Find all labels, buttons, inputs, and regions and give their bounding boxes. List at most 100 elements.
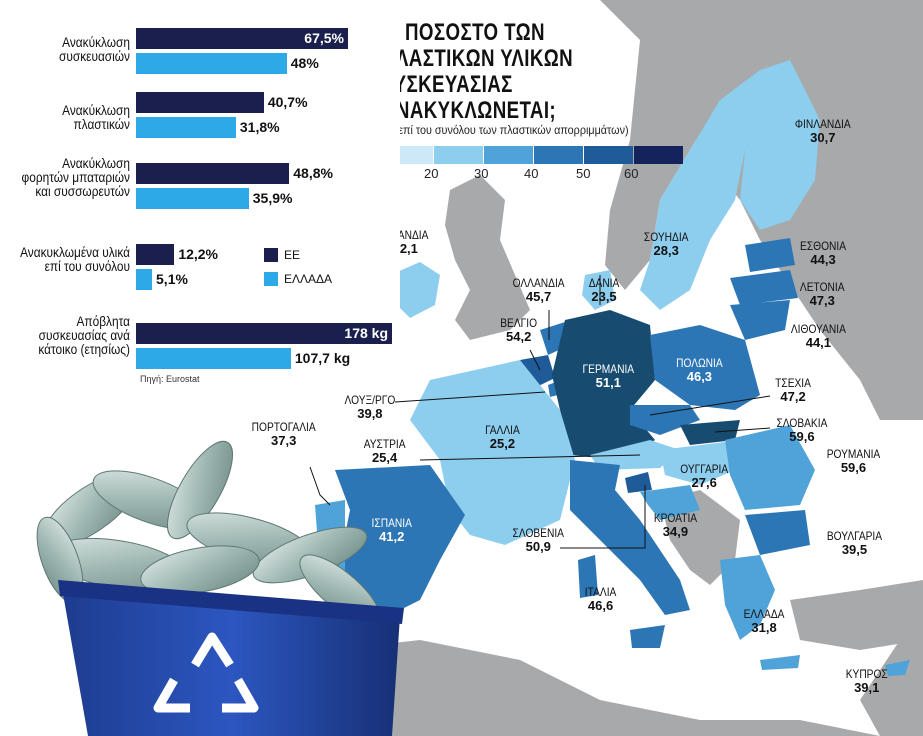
map-czechia [630,405,700,435]
country-value: 59,6 [789,429,815,444]
non-eu-land [600,0,923,736]
country-name: ΦΙΝΛΑΝΔΙΑ [794,117,851,131]
country-value: 23,5 [591,289,617,304]
map-spain [335,465,465,620]
legend-label-ee: ΕΕ [284,248,301,262]
country-value: 27,6 [691,475,717,490]
country-value: 44,1 [805,335,832,350]
country-value: 45,7 [525,289,552,304]
bar-ee-plastics [136,92,264,113]
map-denmark [582,270,615,310]
label-spain: ΙΣΠΑΝΙΑ 41,2 [368,516,415,544]
bar-value-label: 178 kg [344,325,388,341]
bar-gr-batteries [136,188,249,209]
label-greece: ΕΛΛΑΔΑ 31,8 [740,607,788,635]
scale-swatch [634,146,683,164]
country-name: ΒΟΥΛΓΑΡΙΑ [826,529,883,543]
country-name: ΛΕΤΟΝΙΑ [799,280,845,294]
bar-value-label: 31,8% [239,119,280,135]
country-name: ΓΕΡΜΑΝΙΑ [582,362,635,376]
label-cyprus: ΚΥΠΡΟΣ 39,1 [842,667,891,695]
leader-line-luxembourg [394,391,546,403]
recycle-icon [153,632,259,713]
country-name: ΟΥΓΓΑΡΙΑ [680,462,729,476]
country-name: ΠΟΛΩΝΙΑ [676,356,723,370]
bar-value-label: 40,7% [267,94,308,110]
map-title: ΤΙ ΠΟΣΟΣΤΟ ΤΩΝ ΠΛΑΣΤΙΚΩΝ ΥΛΙΚΩΝ ΣΥΣΚΕΥΑΣ… [382,19,574,124]
country-value: 44,3 [810,252,836,267]
scale-swatch [534,146,583,164]
map-cyprus [885,660,910,676]
label-hungary: ΟΥΓΓΑΡΙΑ 27,6 [676,462,732,490]
leader-line-slovakia [714,427,771,433]
country-name: ΕΣΘΟΝΙΑ [800,239,847,253]
bar-ee-recycled [136,244,175,265]
bottle [167,440,233,540]
label-denmark: ΔΑΝΙΑ 23,5 [586,276,622,304]
leader-line-belgium [529,349,541,371]
turkey-land [790,580,923,650]
map-crete [760,655,800,670]
bar-value-label: 107,7 kg [294,350,351,366]
bar-ee-waste [136,323,392,344]
map-hungary [660,442,735,485]
country-name: ΟΛΛΑΝΔΙΑ [512,276,565,290]
country-value: 37,3 [271,433,297,448]
bar-value-label: 35,9% [252,190,293,206]
country-value: 46,6 [587,598,614,613]
country-name: ΣΛΟΒΑΚΙΑ [776,416,828,430]
bar-category-label: Ανακύκλωση συσκευασιών [59,35,130,64]
label-germany: ΓΕΡΜΑΝΙΑ 51,1 [578,362,639,390]
label-bulgaria: ΒΟΥΛΓΑΡΙΑ 39,5 [822,529,887,557]
source-note: Πηγή: Eurostat [140,374,200,384]
scale-tick: 40 [524,166,539,181]
country-value: 54,2 [506,329,532,344]
bar-category-label: Απόβλητα συσκευασίας ανά κάτοικο (ετησίω… [38,314,130,357]
label-croatia: ΚΡΟΑΤΙΑ 34,9 [650,511,701,539]
map-croatia [640,485,700,520]
country-value: 47,2 [780,389,806,404]
label-estonia: ΕΣΘΟΝΙΑ 44,3 [796,239,850,267]
country-value: 25,2 [489,436,516,451]
country-name: ΡΟΥΜΑΝΙΑ [826,447,881,461]
label-belgium: ΒΕΛΓΙΟ 54,2 [497,316,540,344]
country-name: ΛΙΘΟΥΑΝΙΑ [790,322,846,336]
label-austria: ΑΥΣΤΡΙΑ 25,4 [360,437,409,465]
label-slovenia: ΣΛΟΒΕΝΙΑ 50,9 [508,526,569,554]
bar-ee-packaging [136,28,348,49]
bar-gr-recycled [136,269,152,290]
legend-swatch-gr [264,272,278,286]
country-name: ΙΣΠΑΝΙΑ [371,516,412,530]
bar-value-label: 12,2% [178,246,219,262]
africa-land [330,640,880,736]
label-latvia: ΛΕΤΟΝΙΑ 47,3 [796,280,848,308]
map-finland [740,60,820,230]
map-slovenia [625,472,652,493]
bar-value-label: 48% [290,55,319,71]
map-lithuania [730,300,790,340]
map-slovakia [680,420,740,445]
label-romania: ΡΟΥΜΑΝΙΑ 59,6 [822,447,885,475]
country-name: ΒΕΛΓΙΟ [500,316,538,330]
uk-land [445,175,530,340]
country-value: 47,3 [809,293,835,308]
map-poland [650,325,760,410]
country-value: 41,2 [379,529,405,544]
bar-category-label: Ανακύκλωση φορητών μπαταριών και συσσωρε… [21,156,130,199]
country-value: 59,6 [840,460,867,475]
country-name: ΣΟΥΗΔΙΑ [643,230,689,244]
leader-line-austria [419,454,641,461]
label-czechia: ΤΣΕΧΙΑ 47,2 [772,376,814,404]
bar-category-label: Ανακυκλωμένα υλικά επί του συνόλου [20,245,130,274]
leader-line-slovenia [560,485,646,549]
country-value: 50,9 [525,539,551,554]
legend-label-gr: ΕΛΛΑΔΑ [284,272,333,286]
country-value: 28,3 [653,243,679,258]
bar-chart-panel: Ανακύκλωση συσκευασιών Ανακύκλωση πλαστι… [0,0,400,390]
label-portugal: ΠΟΡΤΟΓΑΛΙΑ 37,3 [246,420,321,448]
country-name: ΠΟΡΤΟΓΑΛΙΑ [251,420,316,434]
country-name: ΙΤΑΛΙΑ [584,585,617,599]
label-poland: ΠΟΛΩΝΙΑ 46,3 [672,356,727,384]
bar-value-label: 67,5% [304,30,344,46]
